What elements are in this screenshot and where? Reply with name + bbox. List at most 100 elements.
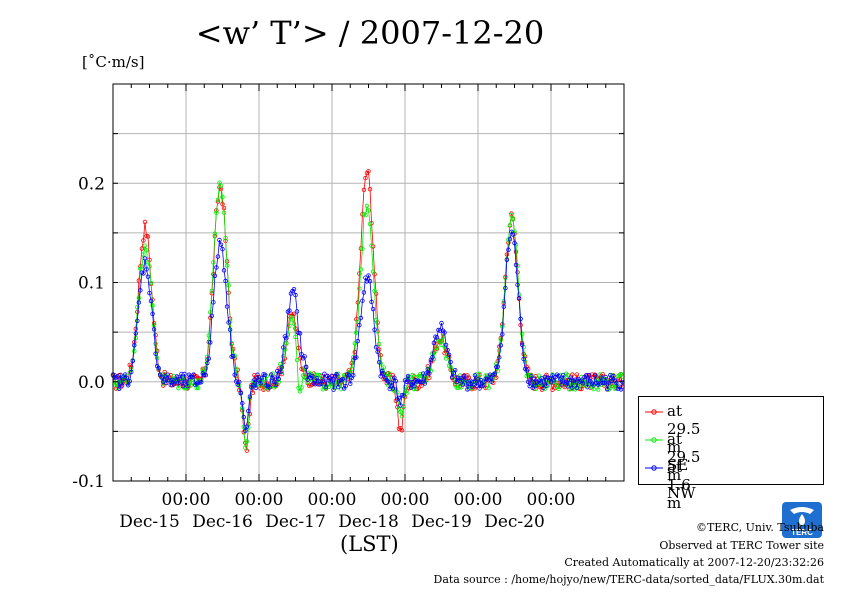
- series-line: [112, 181, 623, 448]
- data-point: [244, 424, 250, 429]
- data-point: [595, 387, 601, 392]
- data-point: [145, 234, 151, 239]
- data-point: [346, 372, 351, 378]
- data-point: [410, 372, 415, 378]
- data-point: [195, 380, 201, 385]
- data-point: [199, 380, 204, 385]
- data-point: [560, 372, 566, 378]
- data-point: [512, 240, 517, 246]
- data-point: [510, 217, 516, 222]
- data-point: [503, 275, 508, 280]
- data-point: [147, 264, 152, 269]
- data-point: [352, 341, 358, 346]
- tick-labels: -0.10.00.10.200:00Dec-1500:00Dec-1600:00…: [72, 174, 575, 532]
- data-point: [580, 381, 586, 386]
- data-point: [469, 384, 475, 389]
- data-point: [355, 338, 361, 344]
- data-point: [592, 373, 598, 378]
- data-point: [497, 348, 502, 353]
- data-point: [164, 380, 169, 386]
- data-point: [185, 384, 190, 389]
- data-point: [442, 330, 447, 335]
- x-axis-label: (LST): [340, 532, 399, 556]
- data-point: [355, 300, 361, 305]
- data-point: [366, 168, 371, 174]
- data-point: [224, 304, 230, 309]
- data-point: [524, 368, 529, 373]
- data-point: [135, 318, 140, 323]
- created-text: Created Automatically at 2007-12-20/23:3…: [564, 556, 824, 569]
- data-point: [477, 372, 482, 378]
- data-point: [217, 237, 222, 243]
- data-point: [139, 264, 145, 269]
- data-point: [430, 354, 435, 360]
- data-point: [229, 341, 234, 346]
- data-point: [300, 373, 306, 378]
- data-point: [376, 360, 382, 365]
- data-point: [564, 380, 569, 385]
- data-point: [124, 375, 129, 381]
- data-point: [227, 327, 233, 332]
- data-point: [460, 382, 465, 387]
- data-point: [215, 197, 221, 202]
- data-point: [361, 290, 367, 295]
- data-point: [305, 380, 310, 385]
- data-point: [427, 371, 432, 376]
- data-point: [437, 328, 443, 333]
- data-point: [211, 260, 216, 265]
- data-point: [363, 175, 368, 181]
- data-point: [518, 316, 523, 322]
- data-point: [366, 208, 371, 213]
- data-point: [262, 372, 268, 377]
- data-point: [399, 413, 405, 419]
- data-point: [565, 373, 570, 378]
- data-point: [191, 372, 196, 377]
- data-point: [487, 372, 493, 377]
- data-point: [153, 332, 158, 338]
- data-point: [182, 371, 187, 377]
- y-tick-label: 0.1: [78, 274, 105, 294]
- data-point: [162, 369, 167, 375]
- data-point: [176, 381, 181, 386]
- data-point: [422, 381, 427, 386]
- data-point: [354, 355, 359, 360]
- data-point: [223, 278, 228, 284]
- data-point: [320, 378, 326, 383]
- data-point: [136, 300, 142, 305]
- data-point: [401, 403, 406, 409]
- data-point: [348, 381, 353, 386]
- data-point: [224, 263, 230, 268]
- x-tick-time-label: 00:00: [527, 490, 576, 510]
- data-point: [170, 377, 175, 383]
- data-point: [237, 379, 242, 385]
- data-point: [195, 385, 201, 391]
- data-point: [270, 375, 275, 381]
- data-point: [279, 365, 285, 370]
- data-point: [544, 383, 549, 388]
- data-point: [211, 300, 216, 305]
- data-point: [439, 320, 444, 326]
- data-point: [212, 231, 218, 236]
- data-point: [465, 387, 470, 392]
- data-point: [497, 355, 502, 360]
- data-point: [390, 386, 396, 391]
- data-point: [513, 262, 519, 268]
- data-point: [602, 380, 607, 386]
- data-point: [167, 378, 172, 383]
- data-point: [373, 317, 379, 323]
- data-point: [378, 374, 383, 379]
- x-tick-date-label: Dec-17: [265, 512, 326, 532]
- data-point: [372, 288, 377, 294]
- data-point: [431, 340, 437, 346]
- data-point: [241, 415, 246, 420]
- data-point: [357, 271, 362, 276]
- data-point: [291, 286, 297, 292]
- y-tick-label: 0.2: [78, 174, 105, 194]
- data-point: [434, 345, 440, 350]
- data-point: [142, 256, 148, 261]
- data-point: [421, 371, 426, 376]
- data-point: [387, 386, 392, 392]
- data-point: [568, 375, 573, 380]
- data-point: [463, 377, 469, 382]
- x-tick-date-label: Dec-19: [411, 512, 472, 532]
